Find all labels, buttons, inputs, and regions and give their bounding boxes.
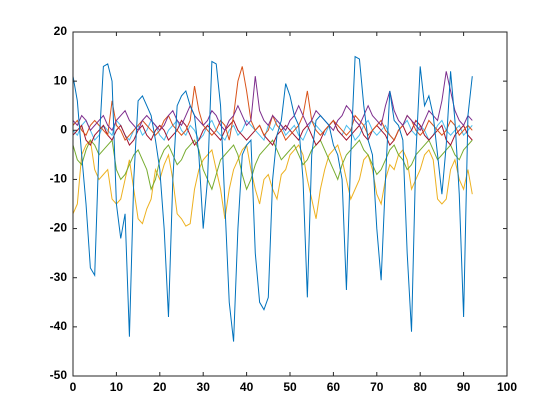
y-tick-label: -40 [50, 319, 68, 333]
x-tick-label: 40 [240, 380, 254, 394]
x-tick-label: 0 [70, 380, 77, 394]
series-line [72, 71, 473, 132]
x-tick-label: 10 [110, 380, 124, 394]
series-line [72, 119, 473, 146]
y-tick-label: 0 [60, 122, 67, 136]
y-tick-label: 10 [54, 73, 68, 87]
y-tick-label: -30 [50, 270, 68, 284]
x-tick-label: 50 [283, 380, 297, 394]
series-line [72, 55, 473, 342]
y-tick-label: -50 [50, 368, 68, 382]
y-tick-label: -10 [50, 172, 68, 186]
x-tick-label: 30 [197, 380, 211, 394]
y-tick-label: -20 [50, 221, 68, 235]
x-tick-label: 80 [414, 380, 428, 394]
x-tick-label: 60 [327, 380, 341, 394]
y-tick-label: 20 [54, 24, 68, 38]
x-tick-label: 70 [370, 380, 384, 394]
series-line [72, 138, 473, 191]
x-tick-label: 100 [497, 380, 517, 394]
x-tick-label: 20 [153, 380, 167, 394]
x-tick-label: 90 [457, 380, 471, 394]
